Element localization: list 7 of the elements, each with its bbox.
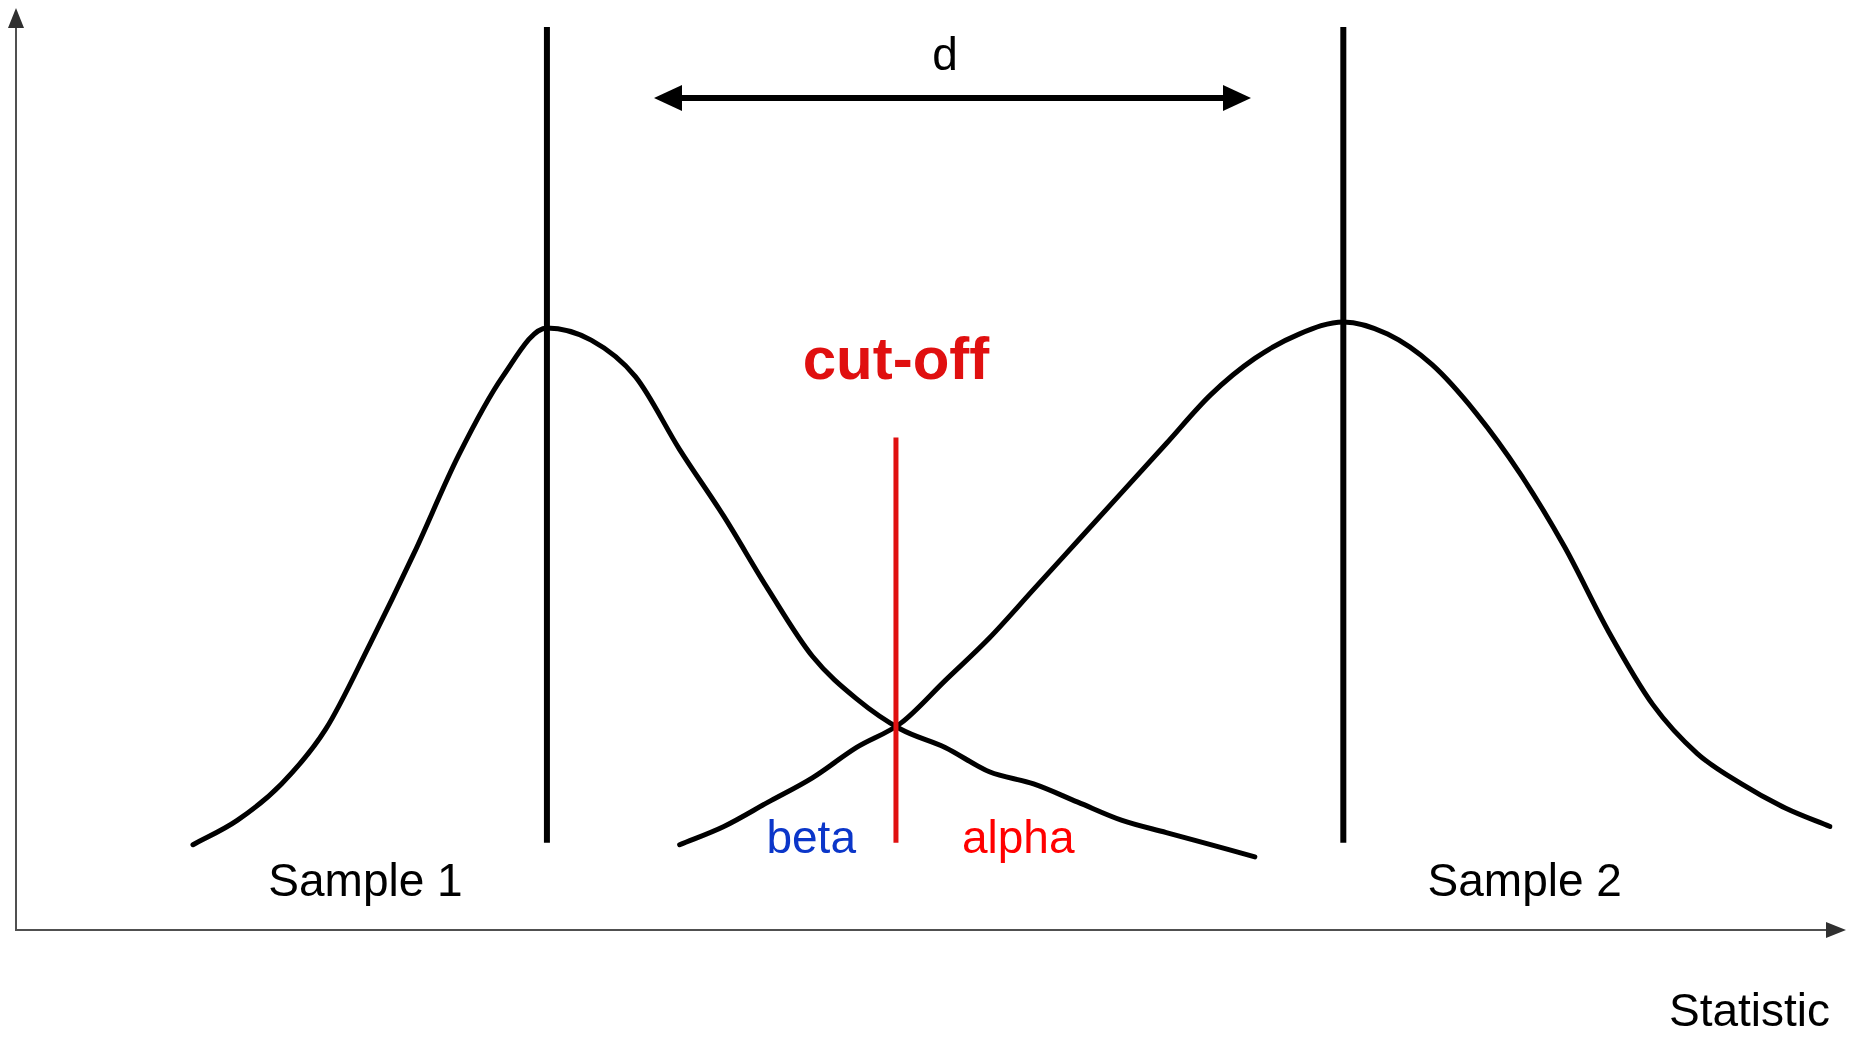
annotation: cut-off — [802, 325, 991, 393]
text: Sample 2 — [1427, 853, 1622, 906]
x-axis-title: Statistic — [1668, 984, 1830, 1037]
annotation: beta — [766, 810, 857, 863]
series-label: Sample 1 — [268, 853, 463, 906]
text: d — [932, 28, 958, 80]
annotation: alpha — [961, 810, 1075, 863]
